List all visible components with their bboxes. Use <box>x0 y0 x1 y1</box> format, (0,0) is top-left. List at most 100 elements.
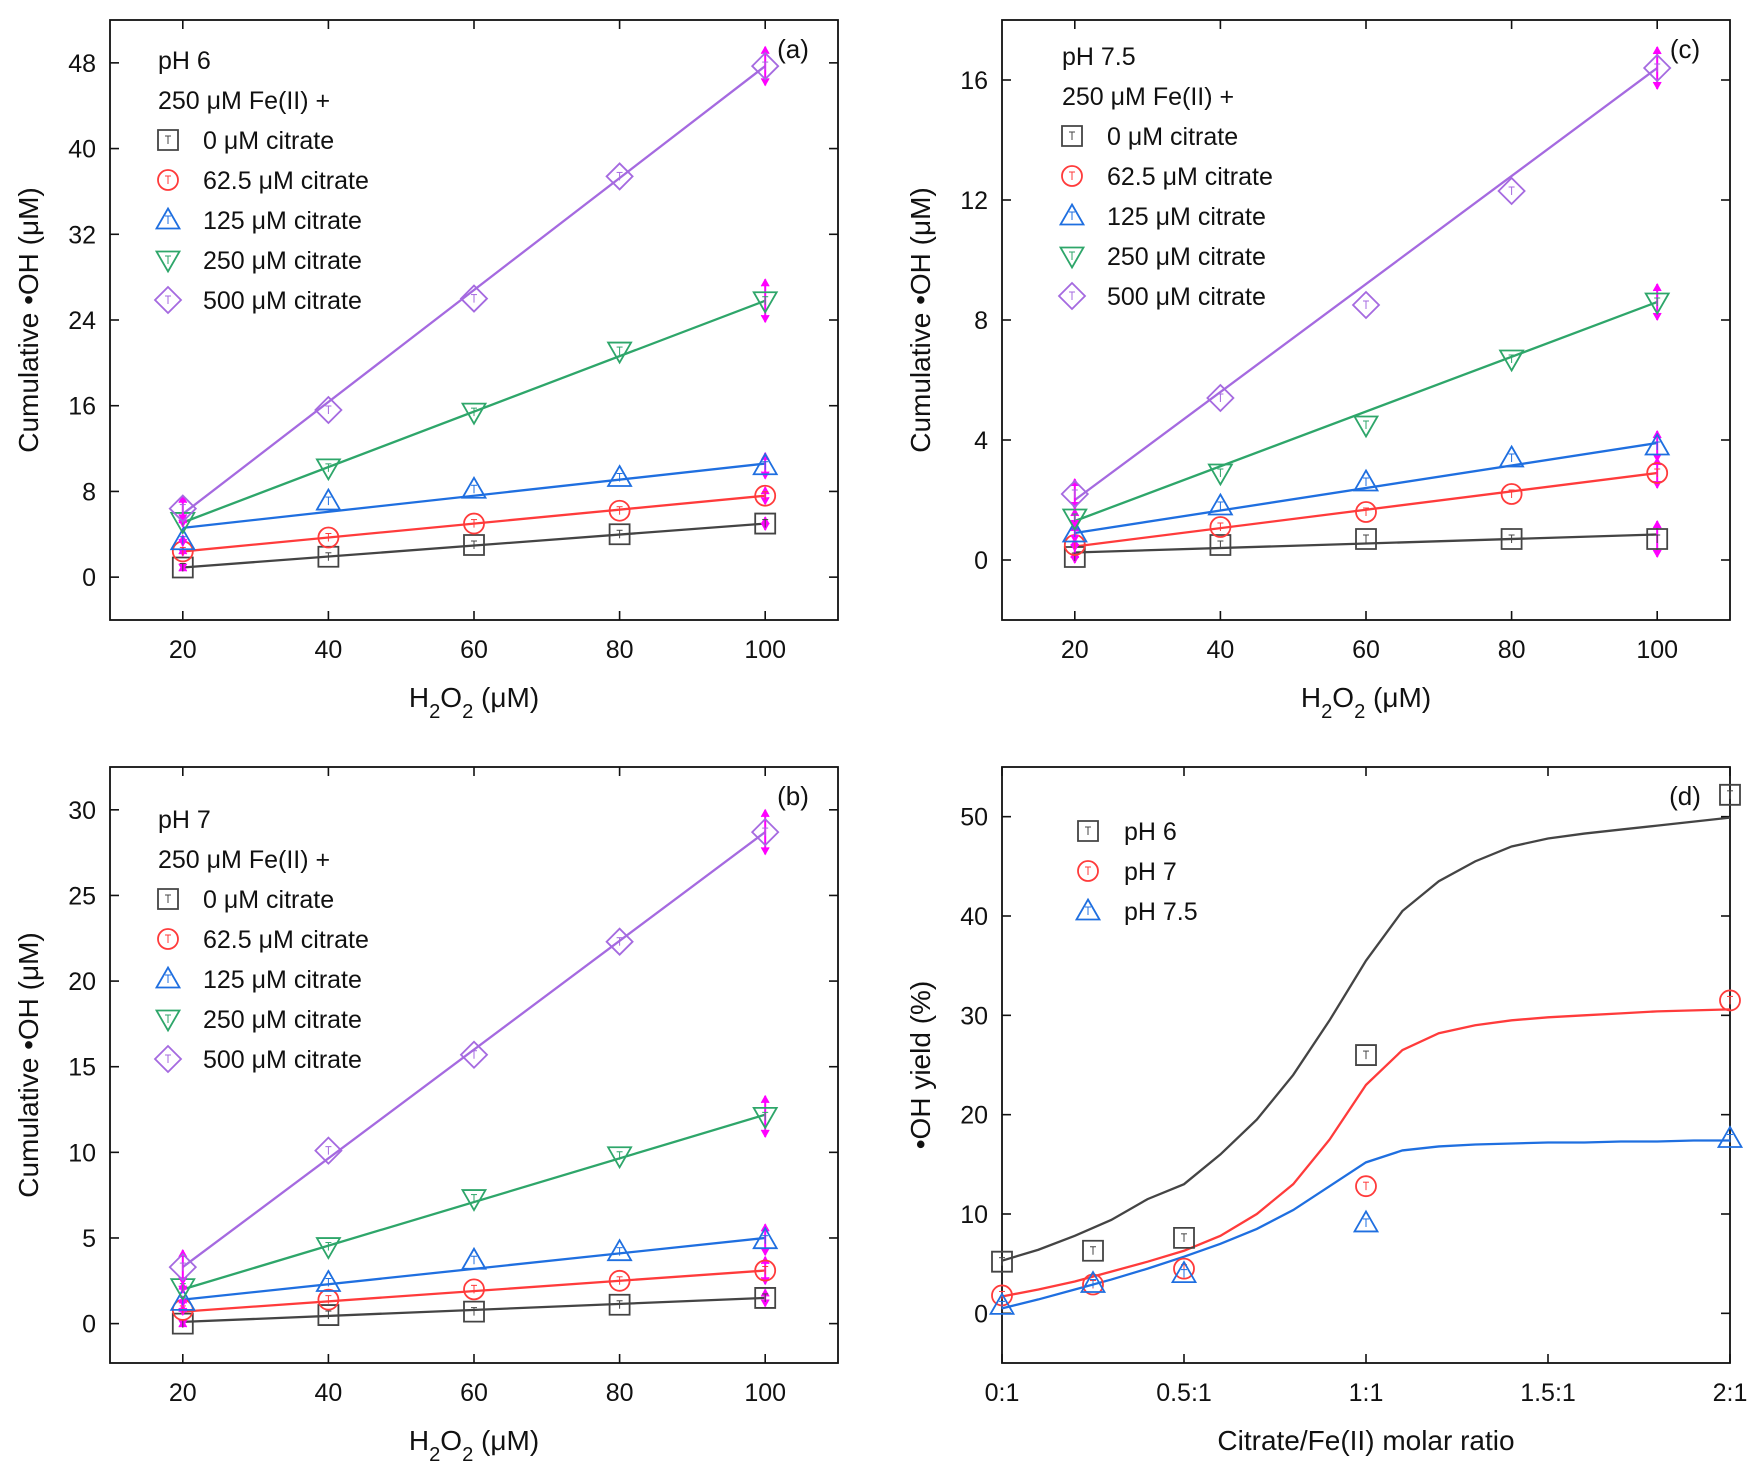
legend-marker <box>154 1009 182 1033</box>
y-tick-label: 0 <box>974 547 988 575</box>
x-tick-label: 60 <box>1352 636 1380 664</box>
data-point-s0 <box>1355 528 1377 550</box>
x-tick-label: 100 <box>744 1379 786 1407</box>
data-point-s0 <box>1646 528 1669 550</box>
data-point-s0 <box>317 1304 340 1326</box>
legend-item: 125 μM citrate <box>1107 203 1266 231</box>
panel-label: (b) <box>777 781 809 811</box>
data-point-s1 <box>608 1269 631 1292</box>
data-point-s1 <box>754 484 777 507</box>
legend-header: pH 7 <box>158 806 211 834</box>
data-point-s1 <box>1355 1175 1377 1198</box>
y-tick-label: 32 <box>68 221 96 249</box>
error-bar-cap <box>1652 453 1662 463</box>
error-bar-cap <box>760 45 770 55</box>
y-axis-label: Cumulative •OH (μM) <box>905 187 936 453</box>
data-point-s4 <box>314 395 343 425</box>
data-point-s3 <box>1352 415 1380 439</box>
data-point-s0 <box>1209 534 1232 556</box>
legend-item: 125 μM citrate <box>203 966 362 994</box>
fit-line-2 <box>1074 441 1658 535</box>
data-point-s2 <box>606 464 633 487</box>
legend-header: pH 7.5 <box>1062 43 1136 71</box>
data-point-s4 <box>750 817 780 847</box>
data-point-s1 <box>1500 483 1523 505</box>
data-point-s4 <box>168 1252 198 1282</box>
data-point-s0 <box>1063 546 1086 568</box>
legend-item: 125 μM citrate <box>203 207 362 235</box>
data-point-s2 <box>169 527 196 551</box>
y-tick-label: 0 <box>974 1300 988 1328</box>
data-point-s1 <box>317 526 340 549</box>
y-axis-label: •OH yield (%) <box>905 981 936 1150</box>
data-point-s2 <box>315 487 342 511</box>
data-point-s1 <box>463 1278 485 1301</box>
x-tick-label: 1.5:1 <box>1520 1379 1576 1407</box>
data-point-s3 <box>1644 292 1671 316</box>
legend-marker <box>1061 165 1083 187</box>
data-point-s4 <box>168 494 198 523</box>
data-point-s4 <box>1206 383 1235 413</box>
fit-line-2 <box>182 462 766 530</box>
fit-line-4 <box>182 831 766 1269</box>
x-tick-label: 40 <box>314 636 342 664</box>
y-tick-label: 48 <box>68 50 96 78</box>
data-point-s4 <box>750 51 780 81</box>
legend-item: 0 μM citrate <box>203 886 334 914</box>
legend-marker <box>153 285 183 315</box>
data-point-s2 <box>1352 468 1380 492</box>
data-point-s0 <box>608 1293 631 1316</box>
data-point-s1 <box>1173 1257 1195 1280</box>
legend-marker <box>1077 860 1099 882</box>
y-tick-label: 10 <box>960 1201 988 1229</box>
panel-label: (c) <box>1670 34 1700 64</box>
data-point-s0 <box>1355 1044 1377 1066</box>
legend-marker <box>157 888 179 910</box>
data-point-s3 <box>460 402 488 426</box>
x-tick-label: 40 <box>314 1379 342 1407</box>
error-bar-cap <box>760 78 770 87</box>
legend-item: pH 7.5 <box>1124 898 1198 926</box>
x-tick-label: 80 <box>1498 636 1526 664</box>
y-tick-label: 30 <box>960 1002 988 1030</box>
data-point-s1 <box>1082 1273 1104 1296</box>
y-tick-label: 16 <box>68 393 96 421</box>
data-point-s2 <box>752 452 779 476</box>
x-tick-label: 2:1 <box>1713 1379 1748 1407</box>
fit-line-0 <box>1074 533 1658 554</box>
error-bar-cap <box>1652 81 1662 91</box>
legend-item: 500 μM citrate <box>203 287 362 315</box>
fit-line-4 <box>1074 67 1658 501</box>
error-bar-cap <box>760 1299 770 1308</box>
legend-header-fe: 250 μM Fe(II) + <box>158 846 330 874</box>
legend-marker <box>154 250 182 274</box>
x-axis-label: H2O2 (μM) <box>409 682 539 723</box>
y-tick-label: 24 <box>68 307 96 335</box>
legend-marker <box>1077 820 1099 842</box>
data-point-s1 <box>1355 501 1377 523</box>
legend-marker <box>154 206 182 230</box>
data-point-s0 <box>463 1300 485 1323</box>
data-point-s0 <box>463 534 485 556</box>
data-point-s2 <box>1352 1209 1380 1233</box>
y-axis-label: Cumulative •OH (μM) <box>13 187 44 453</box>
data-point-s3 <box>315 1237 342 1260</box>
legend-header-fe: 250 μM Fe(II) + <box>1062 83 1234 111</box>
y-tick-label: 40 <box>68 136 96 164</box>
legend-item: 62.5 μM citrate <box>1107 163 1273 191</box>
panel-d: 0:1 0.5:1 1:1 1.5:1 2:1 0 10 20 30 40 50 Citrate/Fe… <box>905 766 1748 1456</box>
x-tick-label: 80 <box>606 1379 634 1407</box>
y-tick-label: 50 <box>960 804 988 832</box>
legend-marker <box>157 129 179 151</box>
panel-c: 20 40 60 80 100 0 4 8 12 16 H2O2 (μM) Cumulative •O… <box>905 19 1731 723</box>
legend-marker <box>1074 897 1102 921</box>
data-point-s1 <box>317 1288 340 1311</box>
legend-item: 250 μM citrate <box>203 1006 362 1034</box>
data-point-s4 <box>459 284 489 313</box>
data-point-s4 <box>1497 176 1526 206</box>
error-bar-cap <box>760 847 770 856</box>
data-point-s3 <box>1207 463 1234 487</box>
error-bar-cap <box>760 1094 770 1104</box>
error-bar-cap <box>760 497 770 506</box>
